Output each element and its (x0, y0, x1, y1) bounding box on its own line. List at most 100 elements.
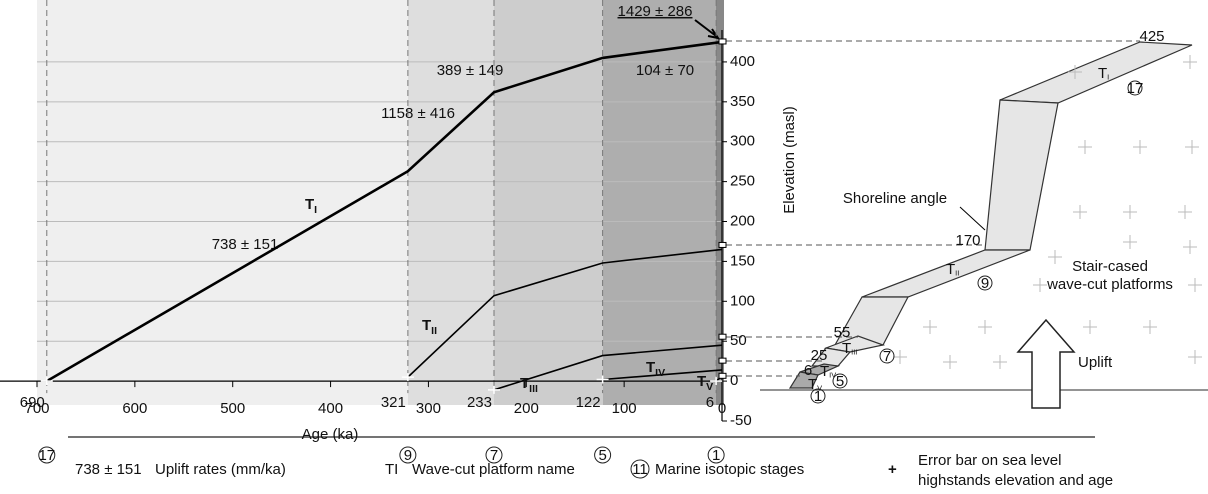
rate-label: 1158 ± 416 (381, 105, 455, 122)
series-label: TI (305, 196, 317, 216)
x-tick-label: 200 (514, 400, 539, 417)
legend-platform-example: TI (385, 461, 398, 478)
platform-label: TIII (842, 340, 857, 357)
stage-circle (832, 373, 848, 389)
platform-label-subscript: I (1107, 73, 1109, 82)
legend-text: Marine isotopic stages (655, 461, 804, 478)
series-label-base: T (305, 196, 314, 213)
platform-label-base: T (820, 363, 829, 380)
cross (893, 55, 1202, 369)
platform-label: TV (808, 376, 822, 393)
series-label-subscript: I (314, 204, 317, 216)
platform-label-subscript: II (955, 269, 959, 278)
connectors (726, 40, 1140, 377)
stage-circle (594, 446, 612, 464)
band (37, 0, 408, 405)
elevation-label: 55 (834, 324, 851, 341)
platform-label-base: T (842, 340, 851, 357)
series-label-subscript: II (431, 325, 437, 337)
cliff (984, 99, 1059, 251)
crosses (893, 55, 1202, 369)
legend-text: Uplift rates (mm/ka) (155, 461, 286, 478)
x-tick-label: 0 (718, 400, 726, 417)
y-tick-label: -50 (730, 412, 752, 429)
band (408, 0, 494, 405)
stage-age: 321 (381, 394, 406, 411)
series-line (407, 248, 723, 378)
cliff (788, 371, 819, 389)
series-label-subscript: III (529, 383, 538, 395)
y-tick-label: 200 (730, 212, 755, 229)
series-line (602, 369, 723, 381)
legend-text: highstands elevation and age (918, 472, 1113, 489)
stage-circle (630, 459, 650, 479)
stage-number: 17 (38, 447, 55, 464)
shoreline-label: Shoreline angle (843, 190, 947, 207)
y-tick-label: 350 (730, 93, 755, 110)
x-tick-label: 300 (416, 400, 441, 417)
series-label: TIV (646, 359, 665, 379)
platform (999, 41, 1193, 104)
y-tick-label: 0 (730, 372, 738, 389)
legend-rate-example: 738 ± 151 (75, 461, 142, 478)
legend-text: Wave-cut platform name (412, 461, 575, 478)
platform-label: TI (1098, 65, 1109, 82)
error-bar (710, 377, 723, 386)
rate-label: 389 ± 149 (437, 62, 504, 79)
stage-number: 11 (632, 461, 648, 478)
shoreline-pointer (959, 206, 986, 231)
stage-number: 7 (883, 348, 891, 365)
stage-number: 9 (404, 447, 412, 464)
stage-circle (38, 446, 56, 464)
series-line (493, 344, 723, 391)
elevation-marker (718, 333, 727, 340)
stage-circle (810, 388, 826, 404)
x-tick-label: 400 (318, 400, 343, 417)
uplift-label: Uplift (1078, 354, 1113, 371)
elevation-marker (718, 372, 727, 379)
stage-number: 1 (712, 447, 720, 464)
stage-circle (399, 446, 417, 464)
stage-age: 233 (467, 394, 492, 411)
y-tick-label: 150 (730, 252, 755, 269)
series-label-subscript: V (706, 381, 713, 393)
platform-label-subscript: III (851, 348, 857, 357)
stage-number: 17 (1127, 80, 1144, 97)
diagram-shapes (760, 41, 1208, 409)
elevation-marker (718, 38, 727, 45)
series-line (46, 40, 723, 383)
y-tick-label: 250 (730, 173, 755, 190)
error-bar (596, 375, 609, 384)
rate-label: 738 ± 151 (212, 236, 279, 253)
stage-circle (1127, 80, 1143, 96)
legend-text: Error bar on sea level (918, 452, 1061, 469)
platforms-label: Stair-cased (1072, 258, 1148, 275)
stage-number: 5 (836, 373, 844, 390)
stage-circle (485, 446, 503, 464)
platform-label-base: T (946, 261, 955, 278)
stage-number: 9 (981, 275, 989, 292)
x-tick-label: 500 (220, 400, 245, 417)
platforms-label: wave-cut platforms (1046, 276, 1173, 293)
x-axis-label: Age (ka) (302, 426, 359, 443)
series-label-base: T (422, 317, 431, 334)
series-label-base: T (646, 359, 655, 376)
stage-number: 7 (490, 447, 498, 464)
elevation-label: 425 (1139, 28, 1164, 45)
error-bar (40, 377, 53, 386)
x-tick-label: 700 (24, 400, 49, 417)
x-tick-label: 600 (122, 400, 147, 417)
rate-arrow (694, 19, 721, 40)
y-tick-label: 100 (730, 292, 755, 309)
platform-label: TIV (820, 363, 836, 380)
legend-error-symbol: + (888, 461, 897, 478)
y-tick-label: 400 (730, 53, 755, 70)
error-bar (401, 373, 414, 382)
elevation-marker (718, 357, 727, 364)
elevation-label: 170 (955, 232, 980, 249)
elevation-marker (718, 241, 727, 248)
band (494, 0, 603, 405)
uplift-arrow (1016, 318, 1076, 409)
elevation-label: 25 (811, 347, 828, 364)
